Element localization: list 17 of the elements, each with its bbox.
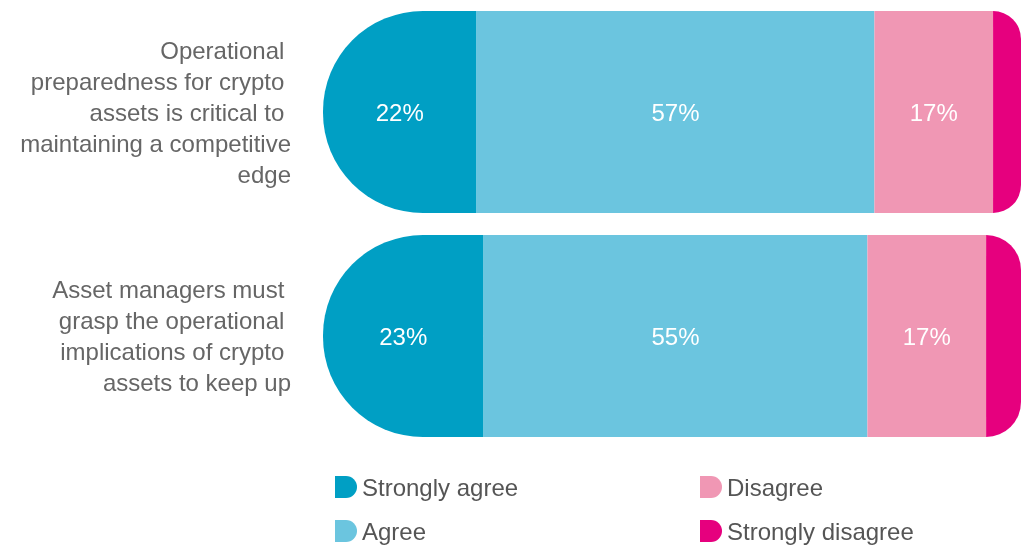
data-label: 23%	[379, 322, 428, 350]
bar	[874, 11, 994, 213]
data-label: 57%	[651, 98, 700, 126]
legend-label: Agree	[362, 517, 427, 545]
legend-label: Disagree	[727, 473, 824, 501]
bar	[867, 235, 987, 437]
y-tick-label: Operational preparedness for crypto assets is critical to maintaining a competitive edge	[20, 36, 291, 188]
data-label: 17%	[909, 98, 958, 126]
data-label: 17%	[902, 322, 951, 350]
legend-label: Strongly agree	[362, 473, 519, 501]
y-tick-label: Asset managers must grasp the operational implications of crypto assets to keep up	[52, 276, 291, 396]
data-label: 22%	[375, 98, 424, 126]
bar	[993, 11, 1021, 213]
data-label: 55%	[651, 322, 700, 350]
bar	[476, 11, 875, 213]
legend-label: Strongly disagree	[727, 517, 914, 545]
bar	[483, 235, 868, 437]
